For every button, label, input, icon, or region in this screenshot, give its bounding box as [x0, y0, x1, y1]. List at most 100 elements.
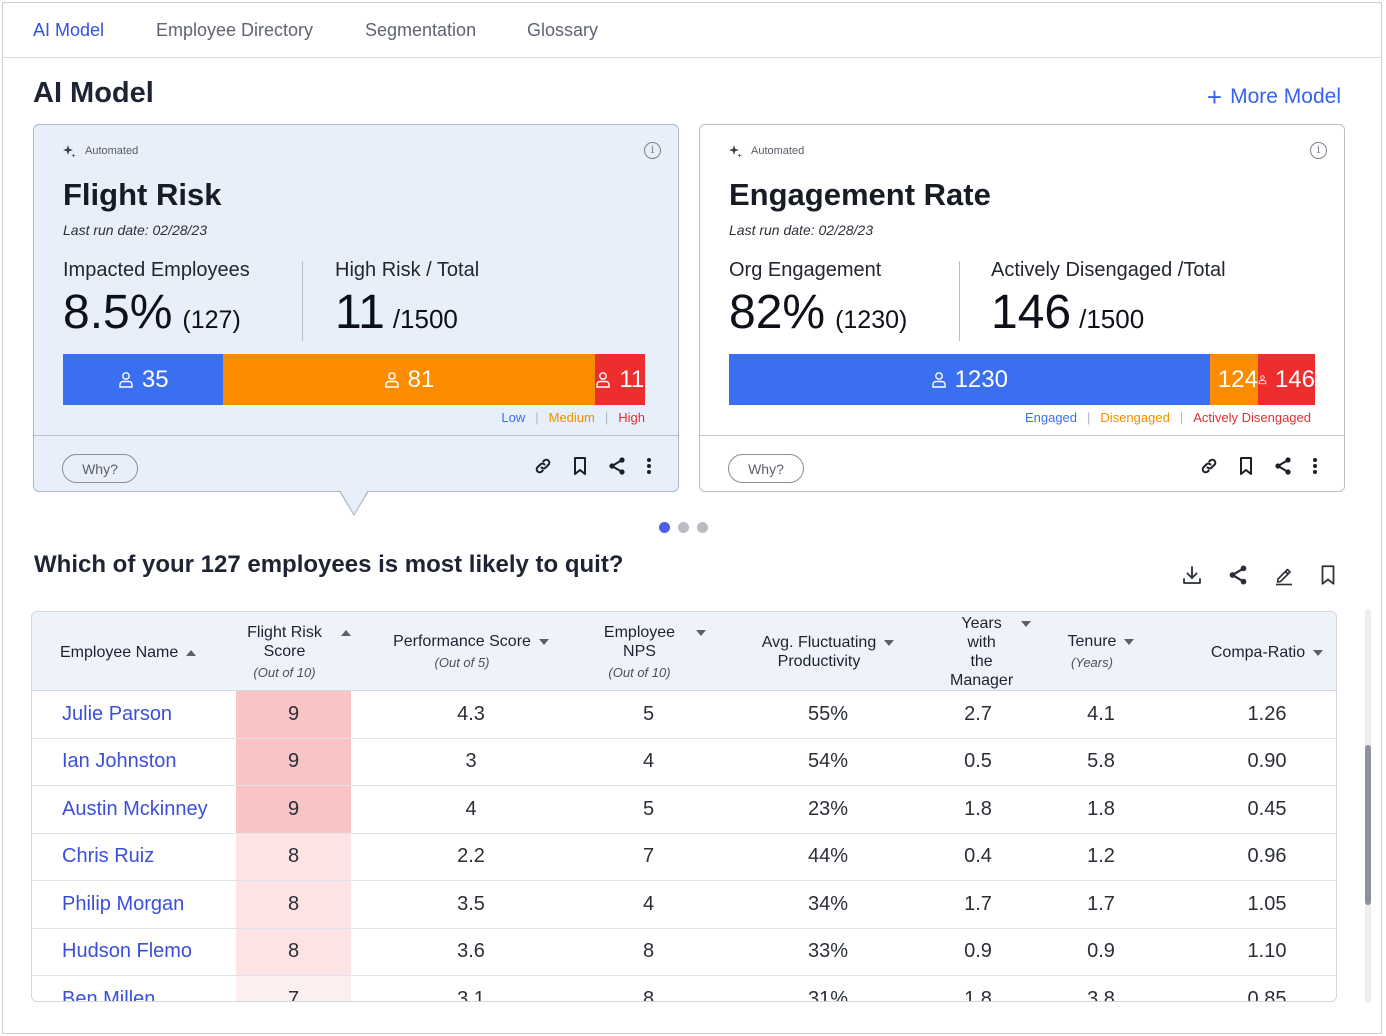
bar-segment[interactable]: 81	[223, 354, 595, 405]
column-header[interactable]: Employee Name	[32, 612, 236, 691]
legend-disengaged: Disengaged	[1100, 410, 1170, 425]
bar-segment[interactable]: 35	[63, 354, 224, 405]
engaged-count: (1230)	[835, 306, 908, 334]
column-label-line2: the Manager	[950, 653, 1014, 689]
carousel-dot[interactable]	[678, 522, 689, 533]
sort-down-icon[interactable]	[1021, 621, 1032, 627]
sort-down-icon[interactable]	[538, 639, 549, 645]
risk-legend: Low | Medium | High	[501, 410, 645, 425]
table-cell: 1.7	[950, 880, 1006, 929]
last-run-date: Last run date: 02/28/23	[63, 222, 207, 238]
bar-segment-value: 81	[407, 365, 435, 393]
table-cell: 8	[642, 988, 655, 1002]
automated-badge: Automated	[728, 144, 804, 158]
carousel-dot[interactable]	[697, 522, 708, 533]
edit-icon[interactable]	[1273, 564, 1295, 586]
sort-up-icon[interactable]	[341, 629, 351, 636]
bar-segment[interactable]: 146	[1257, 354, 1315, 405]
sort-down-icon[interactable]	[884, 640, 895, 646]
table-cell: 1.10	[1196, 928, 1336, 976]
column-header[interactable]: Years with the Manager	[950, 612, 1032, 691]
tab-ai-model[interactable]: AI Model	[33, 20, 105, 40]
legend-separator: |	[1087, 410, 1091, 425]
employee-name-link[interactable]: Julie Parson	[32, 690, 236, 739]
employee-name-link[interactable]: Chris Ruiz	[32, 833, 236, 881]
bar-segment-value: 35	[141, 365, 169, 393]
column-header[interactable]: Performance Score (Out of 5)	[351, 612, 591, 691]
table-cell: 31%	[807, 988, 849, 1002]
table-toolbar	[1181, 564, 1337, 586]
table-row[interactable]: Julie Parson 9 4.3 5 55% 2.7 4.1 1.26	[32, 690, 1336, 739]
column-header[interactable]: Avg. Fluctuating Productivity	[706, 612, 950, 691]
employee-name-link[interactable]: Hudson Flemo	[32, 928, 236, 976]
bar-segment[interactable]: 1230	[729, 354, 1210, 405]
flight-risk-score-cell: 8	[236, 928, 351, 976]
share-icon[interactable]	[607, 456, 627, 476]
table-row[interactable]: Chris Ruiz 8 2.2 7 44% 0.4 1.2 0.96	[32, 833, 1336, 881]
flight-risk-score-cell: 9	[236, 785, 351, 834]
employee-name-link[interactable]: Philip Morgan	[32, 880, 236, 929]
table-row[interactable]: Philip Morgan 8 3.5 4 34% 1.7 1.7 1.05	[32, 880, 1336, 929]
table-cell: 33%	[706, 928, 950, 976]
table-cell: 4.1	[1006, 690, 1196, 739]
engagement-rate-card[interactable]: Automated i Engagement Rate Last run dat…	[699, 124, 1345, 492]
table-cell: 7	[591, 833, 706, 881]
bookmark-icon[interactable]	[1319, 564, 1337, 586]
table-row[interactable]: Ben Millen 7 3.1 8 31% 1.8 3.8 0.85	[32, 975, 1336, 1002]
link-icon[interactable]	[533, 456, 553, 476]
carousel-dots	[659, 522, 708, 533]
table-row[interactable]: Austin Mckinney 9 4 5 23% 1.8 1.8 0.45	[32, 785, 1336, 834]
column-header[interactable]: Flight Risk Score (Out of 10)	[236, 612, 351, 691]
legend-engaged: Engaged	[1024, 410, 1078, 425]
sort-down-icon[interactable]	[696, 629, 706, 636]
table-row[interactable]: Ian Johnston 9 3 4 54% 0.5 5.8 0.90	[32, 738, 1336, 786]
more-model-button[interactable]: + More Model	[1207, 84, 1341, 110]
carousel-dot[interactable]	[659, 522, 670, 533]
table-cell: 5.8	[1006, 738, 1196, 786]
sort-down-icon[interactable]	[1124, 639, 1135, 645]
legend-actively-disengaged: Actively Disengaged	[1193, 410, 1311, 425]
column-label: Compa-Ratio	[1210, 643, 1306, 661]
bar-segment-value: 11	[619, 365, 645, 393]
info-icon[interactable]: i	[644, 142, 661, 159]
bar-segment[interactable]: 11	[594, 354, 645, 405]
download-icon[interactable]	[1181, 564, 1203, 586]
selected-card-pointer	[339, 490, 369, 516]
column-header[interactable]: Compa-Ratio	[1196, 612, 1336, 691]
employee-name-link[interactable]: Ian Johnston	[32, 738, 236, 786]
legend-separator: |	[1179, 410, 1184, 425]
flight-risk-card[interactable]: Automated i Flight Risk Last run date: 0…	[33, 124, 679, 492]
why-button[interactable]: Why?	[728, 454, 804, 483]
more-vertical-icon[interactable]	[1312, 457, 1318, 475]
person-icon	[119, 372, 133, 388]
table-cell: 5	[591, 785, 706, 834]
link-icon[interactable]	[1199, 456, 1219, 476]
table-cell: 23%	[706, 785, 950, 834]
more-vertical-icon[interactable]	[646, 457, 652, 475]
why-button[interactable]: Why?	[62, 454, 138, 483]
column-label-line2: Productivity	[777, 653, 861, 670]
column-sublabel: (Out of 5)	[434, 655, 490, 670]
info-icon[interactable]: i	[1310, 142, 1327, 159]
share-icon[interactable]	[1227, 564, 1249, 586]
share-icon[interactable]	[1273, 456, 1293, 476]
bar-segment[interactable]: 124	[1209, 354, 1258, 405]
tab-segmentation[interactable]: Segmentation	[365, 20, 477, 40]
table-row[interactable]: Hudson Flemo 8 3.6 8 33% 0.9 0.9 1.10	[32, 928, 1336, 976]
table-cell: 1.7	[1006, 880, 1196, 929]
table-cell: 55%	[706, 690, 950, 739]
bookmark-icon[interactable]	[572, 456, 588, 476]
sort-down-icon[interactable]	[1313, 649, 1324, 656]
scrollbar-thumb[interactable]	[1365, 745, 1371, 905]
table-cell: 3.5	[351, 880, 591, 929]
bookmark-icon[interactable]	[1238, 456, 1254, 476]
employee-name-link[interactable]: Ben Millen	[62, 988, 156, 1002]
column-header[interactable]: Employee NPS (Out of 10)	[591, 612, 706, 691]
automated-badge: Automated	[62, 144, 138, 158]
tab-glossary[interactable]: Glossary	[527, 20, 599, 40]
employee-name-link[interactable]: Austin Mckinney	[32, 785, 236, 834]
sort-up-icon[interactable]	[186, 649, 197, 656]
card-footer: Why?	[34, 435, 678, 492]
column-header[interactable]: Tenure (Years)	[1006, 612, 1196, 691]
tab-employee-directory[interactable]: Employee Directory	[156, 20, 314, 40]
